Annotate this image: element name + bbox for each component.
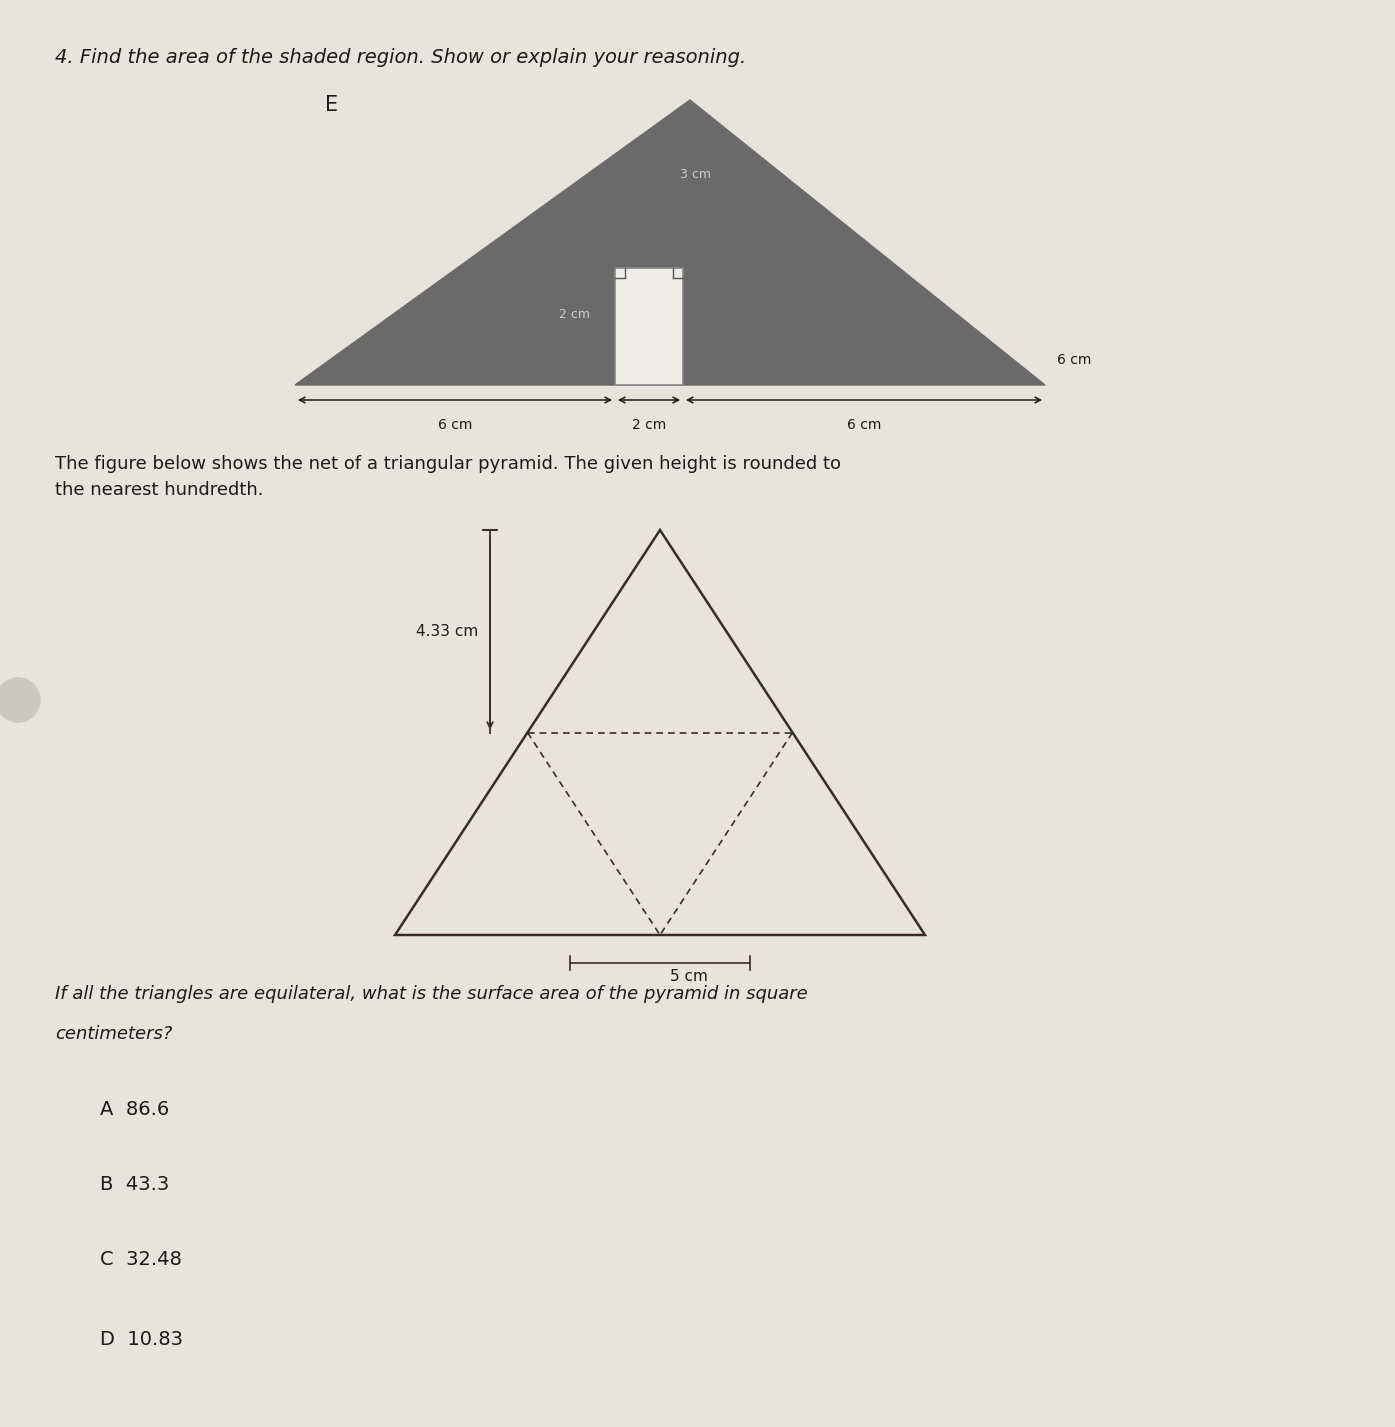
Text: 6 cm: 6 cm	[847, 418, 882, 432]
Text: 3 cm: 3 cm	[679, 168, 711, 181]
Text: E: E	[325, 96, 338, 116]
Text: If all the triangles are equilateral, what is the surface area of the pyramid in: If all the triangles are equilateral, wh…	[54, 985, 808, 1003]
Text: A  86.6: A 86.6	[100, 1100, 169, 1119]
Text: C  32.48: C 32.48	[100, 1250, 181, 1269]
Text: 2 cm: 2 cm	[632, 418, 667, 432]
Text: centimeters?: centimeters?	[54, 1025, 173, 1043]
Text: The figure below shows the net of a triangular pyramid. The given height is roun: The figure below shows the net of a tria…	[54, 455, 841, 499]
Text: B  43.3: B 43.3	[100, 1174, 169, 1194]
Text: 4. Find the area of the shaded region. Show or explain your reasoning.: 4. Find the area of the shaded region. S…	[54, 49, 746, 67]
Text: 6 cm: 6 cm	[438, 418, 472, 432]
Text: 4.33 cm: 4.33 cm	[416, 624, 478, 639]
Bar	[615, 268, 684, 385]
Text: 6 cm: 6 cm	[1057, 352, 1091, 367]
Text: 2 cm: 2 cm	[559, 308, 590, 321]
Text: 5 cm: 5 cm	[670, 969, 707, 985]
Polygon shape	[294, 100, 1045, 385]
Circle shape	[0, 678, 40, 722]
Text: D  10.83: D 10.83	[100, 1330, 183, 1349]
